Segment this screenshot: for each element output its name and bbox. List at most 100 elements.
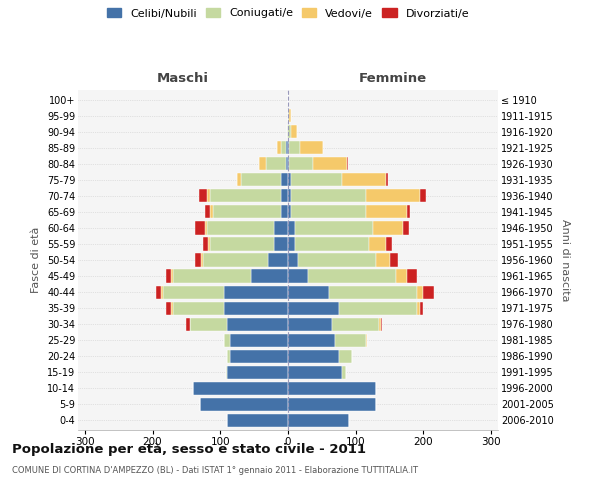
Bar xyxy=(366,334,367,347)
Bar xyxy=(288,190,292,202)
Bar xyxy=(288,206,292,218)
Bar xyxy=(299,141,323,154)
Bar xyxy=(313,157,347,170)
Bar xyxy=(288,125,292,138)
Bar xyxy=(286,157,288,170)
Bar xyxy=(379,318,381,330)
Bar xyxy=(281,173,288,186)
Bar xyxy=(420,190,425,202)
Bar xyxy=(339,350,352,363)
Bar xyxy=(288,238,295,250)
Bar xyxy=(329,286,417,298)
Legend: Celibi/Nubili, Coniugati/e, Vedovi/e, Divorziati/e: Celibi/Nubili, Coniugati/e, Vedovi/e, Di… xyxy=(107,8,469,18)
Bar xyxy=(407,270,417,282)
Bar xyxy=(230,334,288,347)
Bar xyxy=(288,350,339,363)
Bar xyxy=(210,190,281,202)
Bar xyxy=(194,254,201,266)
Bar xyxy=(200,398,288,411)
Bar xyxy=(381,318,382,330)
Bar xyxy=(207,190,210,202)
Bar xyxy=(288,302,339,314)
Bar xyxy=(274,222,288,234)
Bar xyxy=(288,366,342,379)
Bar xyxy=(214,206,281,218)
Bar xyxy=(237,173,241,186)
Bar xyxy=(194,222,205,234)
Bar xyxy=(274,238,288,250)
Bar xyxy=(281,141,286,154)
Bar xyxy=(224,286,288,298)
Bar xyxy=(205,222,207,234)
Text: Femmine: Femmine xyxy=(359,72,427,85)
Bar xyxy=(230,350,288,363)
Y-axis label: Fasce di età: Fasce di età xyxy=(31,227,41,293)
Bar xyxy=(203,254,268,266)
Bar xyxy=(277,141,281,154)
Bar xyxy=(288,173,291,186)
Bar xyxy=(417,286,424,298)
Bar xyxy=(347,157,348,170)
Bar xyxy=(339,302,417,314)
Bar xyxy=(288,157,289,170)
Bar xyxy=(161,286,163,298)
Bar xyxy=(156,286,161,298)
Bar xyxy=(187,318,190,330)
Bar xyxy=(224,302,288,314)
Bar xyxy=(281,206,288,218)
Bar xyxy=(251,270,288,282)
Bar xyxy=(227,366,288,379)
Bar xyxy=(166,302,172,314)
Text: COMUNE DI CORTINA D'AMPEZZO (BL) - Dati ISTAT 1° gennaio 2011 - Elaborazione TUT: COMUNE DI CORTINA D'AMPEZZO (BL) - Dati … xyxy=(12,466,418,475)
Bar xyxy=(288,286,329,298)
Bar xyxy=(308,270,397,282)
Bar xyxy=(173,302,224,314)
Bar xyxy=(201,254,203,266)
Bar xyxy=(288,270,308,282)
Bar xyxy=(366,190,420,202)
Bar xyxy=(166,270,172,282)
Bar xyxy=(227,318,288,330)
Bar xyxy=(376,254,389,266)
Bar xyxy=(369,238,386,250)
Bar xyxy=(424,286,434,298)
Bar xyxy=(366,206,407,218)
Bar xyxy=(288,414,349,427)
Bar xyxy=(288,222,295,234)
Bar xyxy=(289,141,299,154)
Bar xyxy=(295,222,373,234)
Bar xyxy=(332,318,379,330)
Bar xyxy=(266,157,286,170)
Bar xyxy=(341,173,386,186)
Y-axis label: Anni di nascita: Anni di nascita xyxy=(560,218,571,301)
Bar xyxy=(199,190,207,202)
Bar xyxy=(288,334,335,347)
Bar xyxy=(386,173,388,186)
Bar xyxy=(335,334,366,347)
Bar xyxy=(288,254,298,266)
Bar xyxy=(281,190,288,202)
Bar xyxy=(288,398,376,411)
Bar xyxy=(289,157,313,170)
Bar xyxy=(373,222,403,234)
Bar xyxy=(288,141,289,154)
Bar xyxy=(163,286,224,298)
Bar xyxy=(226,366,227,379)
Bar xyxy=(207,222,274,234)
Bar xyxy=(172,270,173,282)
Bar xyxy=(224,334,230,347)
Bar xyxy=(241,173,281,186)
Bar xyxy=(298,254,376,266)
Bar xyxy=(227,414,288,427)
Bar xyxy=(193,382,288,395)
Bar xyxy=(292,190,366,202)
Bar xyxy=(190,318,227,330)
Bar xyxy=(417,302,420,314)
Text: Maschi: Maschi xyxy=(157,72,209,85)
Bar xyxy=(288,318,332,330)
Bar xyxy=(210,238,274,250)
Bar xyxy=(287,125,288,138)
Bar xyxy=(386,238,392,250)
Bar xyxy=(291,173,341,186)
Bar xyxy=(208,238,210,250)
